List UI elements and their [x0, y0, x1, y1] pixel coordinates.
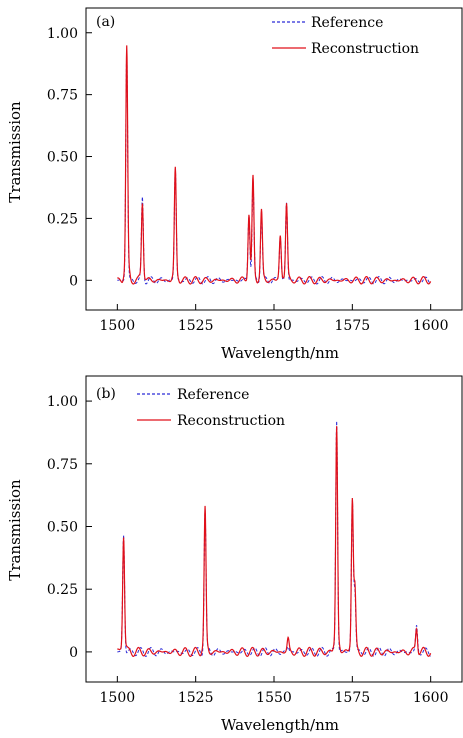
series-line-reference	[117, 51, 430, 284]
series-line-reconstruction	[117, 45, 430, 284]
y-tick-label: 0.75	[47, 88, 78, 104]
legend-reference-label: Reference	[311, 15, 383, 31]
panel-label: (b)	[96, 386, 116, 402]
legend-reference-label: Reference	[177, 387, 249, 403]
y-axis-label: Transmission	[6, 101, 24, 203]
y-tick-label: 0.25	[47, 211, 78, 227]
x-axis-label: Wavelength/nm	[221, 716, 339, 734]
series-line-reconstruction	[117, 426, 430, 656]
y-axis-label: Transmission	[6, 479, 24, 581]
series-line-reference	[117, 421, 430, 656]
x-tick-label: 1575	[335, 690, 371, 706]
x-tick-label: 1525	[178, 318, 214, 334]
y-tick-label: 0.50	[47, 150, 78, 166]
y-tick-label: 0	[69, 645, 78, 661]
legend: Reference Reconstruction	[137, 387, 285, 429]
y-tick-label: 0	[69, 273, 78, 289]
y-tick-label: 0.75	[47, 457, 78, 473]
x-tick-label: 1600	[413, 690, 449, 706]
x-tick-label: 1525	[178, 690, 214, 706]
x-tick-label: 1550	[256, 690, 292, 706]
x-tick-label: 1575	[335, 318, 371, 334]
panel-label: (a)	[96, 14, 115, 30]
y-tick-label: 0.25	[47, 582, 78, 598]
x-tick-label: 1550	[256, 318, 292, 334]
chart-panel-a: (a) Wavelength/nm Transmission Reference…	[6, 8, 462, 362]
y-tick-label: 1.00	[47, 26, 78, 42]
x-tick-label: 1500	[100, 690, 136, 706]
legend-reconstruction-label: Reconstruction	[177, 413, 285, 429]
y-tick-label: 1.00	[47, 394, 78, 410]
x-tick-label: 1500	[100, 318, 136, 334]
y-tick-label: 0.50	[47, 519, 78, 535]
chart-panel-b: (b) Wavelength/nm Transmission Reference…	[6, 376, 462, 734]
legend-reconstruction-label: Reconstruction	[311, 41, 419, 57]
x-tick-label: 1600	[413, 318, 449, 334]
legend: Reference Reconstruction	[272, 15, 419, 57]
x-axis-label: Wavelength/nm	[221, 344, 339, 362]
